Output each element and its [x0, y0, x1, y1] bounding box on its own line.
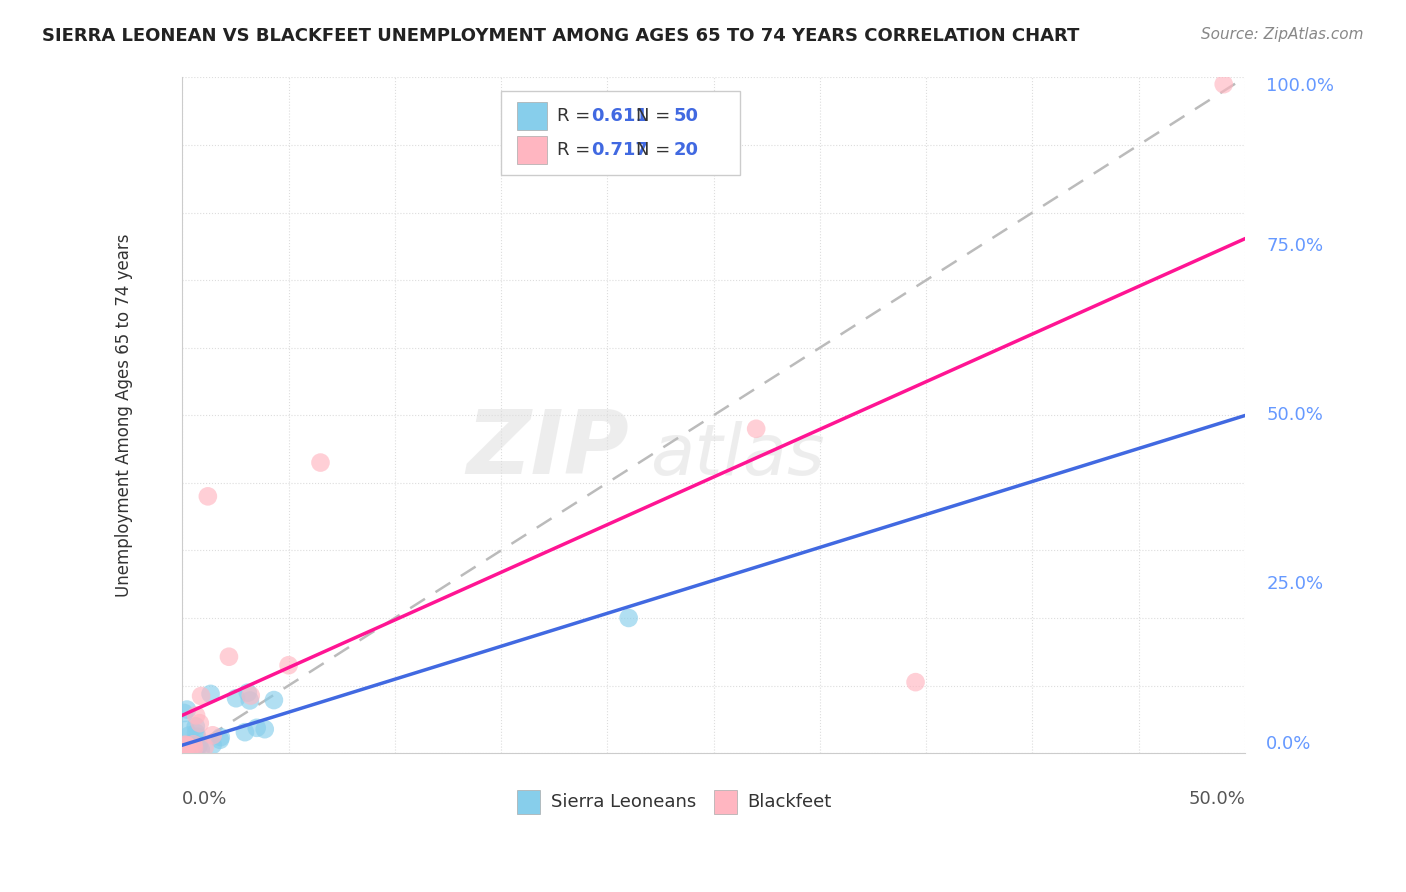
- Point: [172, 740, 194, 755]
- Point: [218, 649, 240, 664]
- Point: [246, 721, 269, 735]
- Text: 0.0%: 0.0%: [1267, 735, 1312, 753]
- Point: [177, 746, 200, 760]
- Text: 75.0%: 75.0%: [1267, 237, 1323, 255]
- Point: [904, 675, 927, 690]
- Point: [184, 744, 207, 758]
- Point: [208, 732, 231, 747]
- Text: Blackfeet: Blackfeet: [748, 793, 832, 811]
- Point: [186, 730, 208, 744]
- Point: [172, 741, 194, 756]
- Point: [174, 744, 197, 758]
- Point: [201, 728, 224, 742]
- FancyBboxPatch shape: [517, 790, 540, 814]
- Point: [179, 745, 201, 759]
- FancyBboxPatch shape: [714, 790, 737, 814]
- Point: [179, 728, 201, 742]
- Point: [173, 744, 195, 758]
- Text: ZIP: ZIP: [465, 406, 628, 492]
- Text: 100.0%: 100.0%: [1267, 78, 1334, 95]
- Point: [172, 746, 194, 760]
- Point: [239, 693, 262, 707]
- Point: [181, 745, 204, 759]
- Point: [174, 746, 197, 760]
- Point: [173, 744, 195, 758]
- Text: N =: N =: [636, 107, 676, 125]
- Point: [745, 422, 768, 436]
- Text: Source: ZipAtlas.com: Source: ZipAtlas.com: [1201, 27, 1364, 42]
- Point: [186, 741, 208, 756]
- FancyBboxPatch shape: [517, 136, 547, 164]
- Text: 50.0%: 50.0%: [1188, 790, 1244, 808]
- Point: [183, 737, 205, 751]
- Text: Unemployment Among Ages 65 to 74 years: Unemployment Among Ages 65 to 74 years: [115, 234, 134, 597]
- Text: 50: 50: [673, 107, 699, 125]
- Point: [176, 702, 198, 716]
- Point: [233, 725, 256, 739]
- Point: [184, 719, 207, 733]
- Point: [180, 736, 202, 750]
- Point: [173, 746, 195, 760]
- Point: [197, 489, 219, 503]
- Point: [201, 738, 224, 752]
- Text: N =: N =: [636, 141, 676, 159]
- Point: [253, 722, 276, 736]
- Point: [183, 741, 205, 756]
- Point: [209, 730, 232, 744]
- Point: [200, 687, 222, 701]
- Point: [617, 611, 640, 625]
- Point: [176, 739, 198, 753]
- Point: [174, 744, 197, 758]
- Point: [173, 740, 195, 755]
- Point: [173, 738, 195, 752]
- Point: [180, 741, 202, 756]
- Point: [174, 738, 197, 752]
- Point: [172, 744, 194, 758]
- Point: [188, 716, 211, 731]
- Text: 25.0%: 25.0%: [1267, 575, 1323, 593]
- Point: [183, 743, 205, 757]
- Point: [174, 739, 197, 753]
- Point: [179, 744, 201, 758]
- Point: [180, 743, 202, 757]
- Point: [190, 689, 212, 703]
- FancyBboxPatch shape: [501, 91, 740, 176]
- Point: [1212, 77, 1234, 91]
- Text: R =: R =: [557, 107, 596, 125]
- Point: [263, 693, 285, 707]
- Point: [309, 456, 332, 470]
- Point: [277, 658, 299, 673]
- Text: Sierra Leoneans: Sierra Leoneans: [551, 793, 696, 811]
- Text: R =: R =: [557, 141, 596, 159]
- Point: [236, 686, 259, 700]
- Point: [177, 743, 200, 757]
- FancyBboxPatch shape: [517, 102, 547, 130]
- Point: [183, 745, 205, 759]
- Point: [194, 740, 217, 755]
- Text: 0.611: 0.611: [592, 107, 648, 125]
- Point: [173, 706, 195, 720]
- Text: atlas: atlas: [650, 421, 824, 491]
- Point: [172, 742, 194, 756]
- Text: 0.0%: 0.0%: [183, 790, 228, 808]
- Point: [184, 726, 207, 740]
- Point: [184, 708, 207, 723]
- Text: 0.717: 0.717: [592, 141, 648, 159]
- Text: SIERRA LEONEAN VS BLACKFEET UNEMPLOYMENT AMONG AGES 65 TO 74 YEARS CORRELATION C: SIERRA LEONEAN VS BLACKFEET UNEMPLOYMENT…: [42, 27, 1080, 45]
- Text: 50.0%: 50.0%: [1267, 406, 1323, 425]
- Point: [177, 746, 200, 760]
- Point: [173, 745, 195, 759]
- Point: [187, 738, 209, 752]
- Point: [172, 739, 194, 754]
- Point: [179, 744, 201, 758]
- Point: [173, 744, 195, 758]
- Point: [174, 723, 197, 737]
- Point: [239, 689, 262, 703]
- Point: [225, 691, 247, 706]
- Point: [190, 743, 212, 757]
- Text: 20: 20: [673, 141, 699, 159]
- Point: [173, 741, 195, 756]
